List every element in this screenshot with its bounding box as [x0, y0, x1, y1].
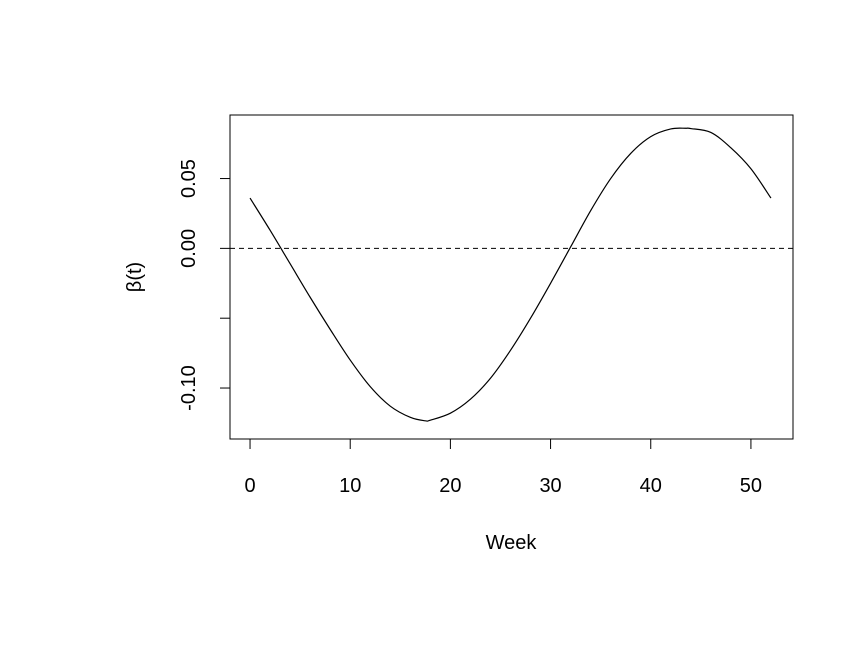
x-axis: 0 10 20 30 40 50 — [244, 438, 762, 497]
x-tick-label: 10 — [339, 475, 361, 497]
beta-curve — [249, 127, 772, 422]
y-axis-title: β(t) — [124, 262, 146, 292]
y-axis: -0.10 0.00 0.05 — [178, 159, 231, 411]
y-tick-label: 0.05 — [178, 159, 200, 198]
x-tick-label: 50 — [740, 475, 762, 497]
x-tick-label: 20 — [439, 475, 461, 497]
x-axis-title: Week — [486, 532, 538, 554]
x-tick-label: 40 — [640, 475, 662, 497]
plot-frame — [229, 114, 794, 440]
x-tick-label: 0 — [244, 475, 255, 497]
x-tick-label: 30 — [539, 475, 561, 497]
y-tick-label: 0.00 — [178, 229, 200, 268]
y-tick-label: -0.10 — [178, 365, 200, 411]
